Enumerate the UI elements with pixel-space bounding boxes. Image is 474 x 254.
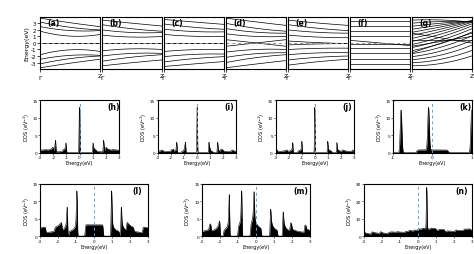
Y-axis label: DOS (eV$^{-1}$): DOS (eV$^{-1}$) [139, 113, 149, 141]
Text: (l): (l) [132, 186, 142, 195]
Text: (n): (n) [456, 186, 468, 195]
X-axis label: Energy(eV): Energy(eV) [66, 161, 93, 165]
Text: (g): (g) [419, 19, 432, 28]
Text: (b): (b) [109, 19, 122, 28]
X-axis label: Energy(eV): Energy(eV) [242, 244, 270, 249]
Text: (j): (j) [342, 103, 352, 112]
X-axis label: Energy(eV): Energy(eV) [419, 161, 446, 165]
Text: (e): (e) [295, 19, 308, 28]
Y-axis label: DOS (eV$^{-1}$): DOS (eV$^{-1}$) [256, 113, 267, 141]
Y-axis label: Energy(eV): Energy(eV) [24, 26, 29, 61]
Text: (k): (k) [460, 103, 472, 112]
Y-axis label: DOS (eV$^{-1}$): DOS (eV$^{-1}$) [374, 113, 384, 141]
Text: (d): (d) [233, 19, 246, 28]
X-axis label: Energy(eV): Energy(eV) [183, 161, 211, 165]
Y-axis label: DOS (eV$^{-1}$): DOS (eV$^{-1}$) [183, 196, 193, 225]
Text: (a): (a) [47, 19, 60, 28]
X-axis label: Energy(eV): Energy(eV) [301, 161, 328, 165]
Y-axis label: DOS (eV$^{-1}$): DOS (eV$^{-1}$) [345, 196, 355, 225]
Y-axis label: DOS (eV$^{-1}$): DOS (eV$^{-1}$) [21, 113, 32, 141]
Text: (i): (i) [225, 103, 234, 112]
X-axis label: Energy(eV): Energy(eV) [81, 244, 108, 249]
Y-axis label: DOS (eV$^{-1}$): DOS (eV$^{-1}$) [21, 196, 32, 225]
X-axis label: Energy(eV): Energy(eV) [404, 244, 431, 249]
Text: (h): (h) [107, 103, 119, 112]
Text: (c): (c) [172, 19, 183, 28]
Text: (f): (f) [357, 19, 368, 28]
Text: (m): (m) [294, 186, 309, 195]
